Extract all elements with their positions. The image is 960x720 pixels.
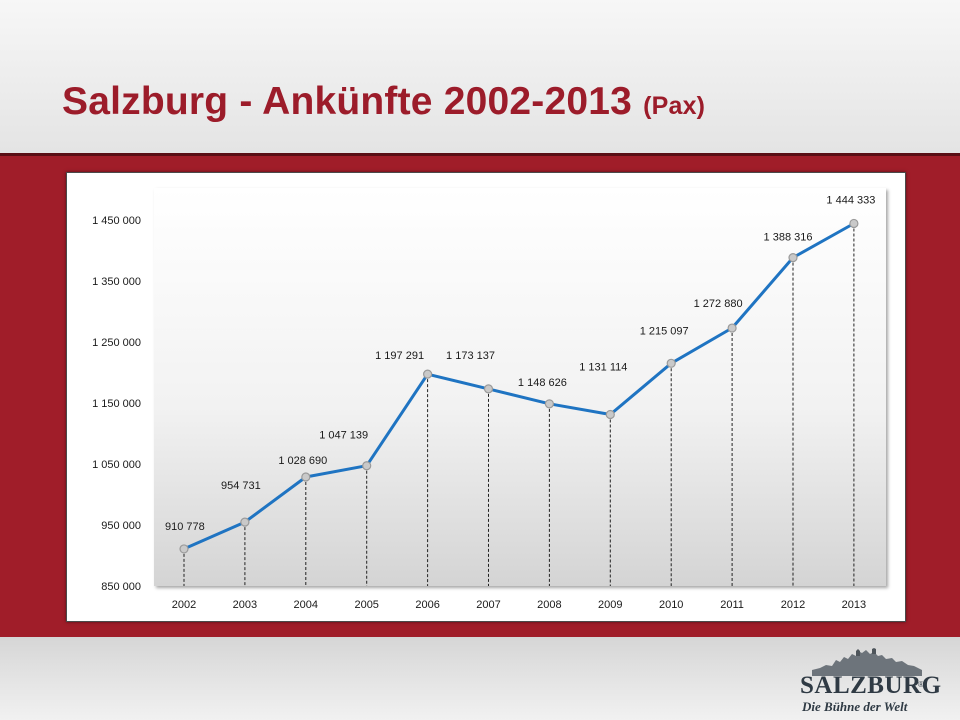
data-point <box>179 544 189 554</box>
data-label: 1 047 139 <box>319 430 368 442</box>
page-title-text: Salzburg - Ankünfte 2002-2013 <box>62 80 633 123</box>
y-tick-label: 1 450 000 <box>92 215 141 227</box>
data-label: 1 173 137 <box>446 350 495 362</box>
x-axis-tick-labels: 2002 2003 2004 2005 2006 2007 2008 2009 2010 2011… <box>172 599 866 611</box>
series-line-group <box>183 222 855 551</box>
x-tick-label: 2011 <box>720 599 744 611</box>
data-point <box>605 409 615 420</box>
data-label: 1 148 626 <box>518 377 567 389</box>
data-label: 1 444 333 <box>826 194 875 206</box>
data-point <box>788 253 798 263</box>
drop-lines <box>183 223 855 586</box>
y-axis-tick-labels: 850 000 950 000 1 050 000 1 150 000 1 250 00… <box>92 215 141 593</box>
x-tick-label: 2005 <box>354 599 378 611</box>
data-markers <box>179 218 859 554</box>
plot-area <box>154 188 886 586</box>
x-tick-label: 2002 <box>172 599 196 611</box>
salzburg-logo: SALZBURG ® Die Bühne der Welt <box>800 648 942 714</box>
x-tick-label: 2012 <box>781 599 805 611</box>
footer-area <box>0 637 960 720</box>
data-point <box>666 358 676 368</box>
data-point <box>240 517 250 527</box>
y-tick-label: 950 000 <box>101 520 141 532</box>
data-labels: 910 778 954 731 1 028 690 1 047 139 1 197 29… <box>165 194 875 532</box>
y-tick-label: 1 250 000 <box>92 337 141 349</box>
y-tick-label: 1 150 000 <box>92 398 141 410</box>
data-label: 1 197 291 <box>375 350 424 362</box>
x-tick-label: 2006 <box>415 599 439 611</box>
data-label: 1 131 114 <box>579 362 627 374</box>
data-point <box>849 218 859 229</box>
page-title: Salzburg - Ankünfte 2002-2013 (Pax) <box>62 80 705 124</box>
data-label: 1 388 316 <box>764 232 813 244</box>
page-title-unit: (Pax) <box>643 92 706 120</box>
logo-slogan: Die Bühne der Welt <box>802 699 908 714</box>
data-label: 1 028 690 <box>278 455 327 467</box>
x-tick-label: 2008 <box>537 599 561 611</box>
data-point <box>727 323 737 333</box>
x-tick-label: 2013 <box>842 599 866 611</box>
x-tick-label: 2003 <box>233 599 257 611</box>
data-point <box>423 369 433 379</box>
x-tick-label: 2004 <box>294 599 318 611</box>
data-point <box>301 472 311 482</box>
fortress-skyline-icon <box>812 648 922 676</box>
y-tick-label: 850 000 <box>101 581 141 593</box>
header-area: Salzburg - Ankünfte 2002-2013 (Pax) <box>0 0 960 153</box>
data-point <box>362 461 372 471</box>
data-label: 910 778 <box>165 521 205 533</box>
y-tick-label: 1 350 000 <box>92 276 141 288</box>
data-point <box>483 384 494 394</box>
x-tick-label: 2007 <box>476 599 500 611</box>
series-line <box>183 222 855 551</box>
data-label: 1 215 097 <box>640 325 689 337</box>
y-tick-label: 1 050 000 <box>92 459 141 471</box>
data-label: 954 731 <box>221 480 261 492</box>
logo-registered-mark: ® <box>918 680 924 689</box>
x-tick-label: 2010 <box>659 599 683 611</box>
data-point <box>544 399 555 409</box>
logo-wordmark: SALZBURG <box>800 672 942 699</box>
data-label: 1 272 880 <box>694 298 743 310</box>
x-tick-label: 2009 <box>598 599 622 611</box>
